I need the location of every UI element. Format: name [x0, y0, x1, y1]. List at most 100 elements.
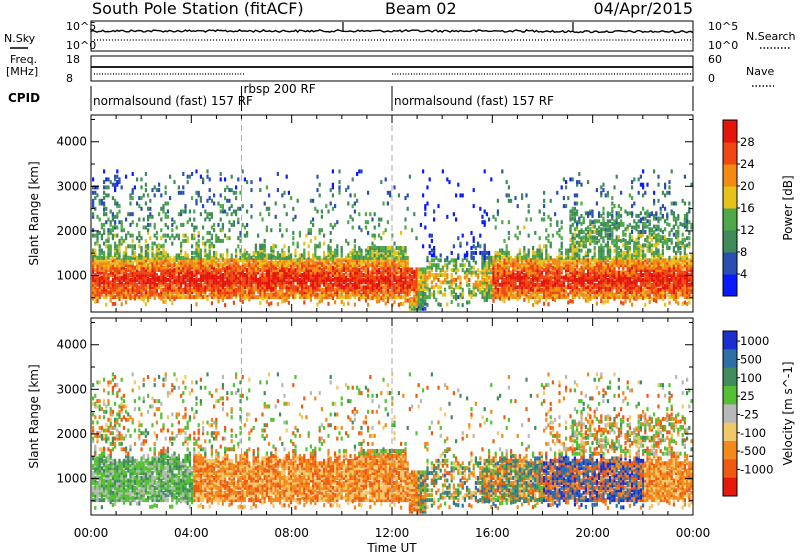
cpid-label: CPID	[8, 91, 40, 105]
echo-cell	[576, 180, 578, 184]
echo-cell	[259, 177, 261, 181]
echo-cell	[349, 215, 351, 219]
echo-cell	[231, 188, 233, 192]
echo-cell	[167, 234, 169, 238]
echo-cell	[514, 273, 516, 277]
echo-cell	[594, 235, 596, 239]
echo-cell	[165, 251, 167, 255]
echo-cell	[264, 202, 266, 206]
echo-cell	[503, 258, 505, 262]
echo-cell	[583, 256, 585, 260]
echo-cell	[116, 169, 118, 173]
echo-cell	[151, 215, 153, 219]
echo-cell	[587, 249, 589, 253]
echo-cell	[222, 223, 224, 227]
echo-cell	[466, 242, 468, 246]
echo-cell	[140, 207, 142, 211]
echo-cell	[528, 299, 530, 303]
echo-cell	[347, 185, 349, 189]
echo-cell	[178, 212, 180, 216]
echo-cell	[297, 258, 299, 262]
echo-cell	[220, 228, 222, 232]
echo-cell	[501, 256, 503, 260]
echo-cell	[352, 204, 354, 208]
echo-cell	[327, 210, 329, 214]
echo-cell	[616, 243, 618, 247]
echo-cell	[473, 266, 475, 270]
echo-cell	[272, 261, 274, 265]
echo-cell	[246, 223, 248, 227]
echo-cell	[134, 244, 136, 248]
echo-cell	[314, 261, 316, 265]
echo-cell	[217, 299, 219, 303]
echo-cell	[506, 271, 508, 275]
echo-cell	[213, 223, 215, 227]
echo-cell	[442, 293, 444, 297]
echo-cell	[147, 244, 149, 248]
echo-cell	[182, 288, 184, 292]
echo-cell	[171, 234, 173, 238]
echo-cell	[556, 191, 558, 195]
echo-cell	[191, 288, 193, 292]
echo-cell	[96, 256, 98, 260]
echo-cell	[411, 267, 413, 271]
echo-cell	[147, 223, 149, 227]
echo-cell	[543, 218, 545, 222]
echo-cell	[574, 233, 576, 237]
cpid-segment-label: normalsound (fast) 157 RF	[394, 94, 554, 108]
echo-cell	[583, 293, 585, 297]
echo-cell	[396, 295, 398, 299]
echo-cell	[613, 280, 615, 284]
echo-cell	[338, 180, 340, 184]
echo-cell	[187, 283, 189, 287]
echo-cell	[556, 256, 558, 260]
echo-cell	[587, 285, 589, 289]
echo-cell	[195, 302, 197, 306]
echo-cell	[255, 256, 257, 260]
echo-cell	[539, 283, 541, 287]
echo-cell	[433, 285, 435, 289]
echo-cell	[585, 299, 587, 303]
echo-cell	[389, 290, 391, 294]
echo-cell	[279, 228, 281, 232]
echo-cell	[365, 220, 367, 224]
echo-cell	[602, 236, 604, 240]
echo-cell	[101, 285, 103, 289]
echo-cell	[607, 278, 609, 282]
echo-cell	[398, 276, 400, 280]
echo-cell	[598, 226, 600, 230]
echo-cell	[162, 234, 164, 238]
echo-cell	[440, 290, 442, 294]
echo-cell	[132, 234, 134, 238]
echo-cell	[585, 283, 587, 287]
echo-cell	[332, 207, 334, 211]
echo-cell	[341, 246, 343, 250]
echo-cell	[151, 242, 153, 246]
echo-cell	[299, 231, 301, 235]
echo-cell	[154, 223, 156, 227]
echo-cell	[165, 223, 167, 227]
echo-cell	[532, 303, 534, 307]
echo-cell	[171, 301, 173, 305]
echo-cell	[94, 196, 96, 200]
echo-cell	[268, 253, 270, 257]
echo-cell	[187, 180, 189, 184]
echo-cell	[578, 217, 580, 221]
echo-cell	[378, 246, 380, 250]
echo-cell	[576, 234, 578, 238]
echo-cell	[303, 301, 305, 305]
echo-cell	[110, 280, 112, 284]
echo-cell	[572, 207, 574, 211]
echo-cell	[580, 222, 582, 226]
echo-cell	[532, 246, 534, 250]
echo-cell	[160, 193, 162, 197]
echo-cell	[101, 234, 103, 238]
echo-cell	[182, 191, 184, 195]
echo-cell	[429, 234, 431, 238]
echo-cell	[237, 177, 239, 181]
echo-cell	[596, 302, 598, 306]
echo-cell	[501, 220, 503, 224]
echo-cell	[580, 214, 582, 218]
echo-cell	[541, 288, 543, 292]
echo-cell	[136, 177, 138, 181]
